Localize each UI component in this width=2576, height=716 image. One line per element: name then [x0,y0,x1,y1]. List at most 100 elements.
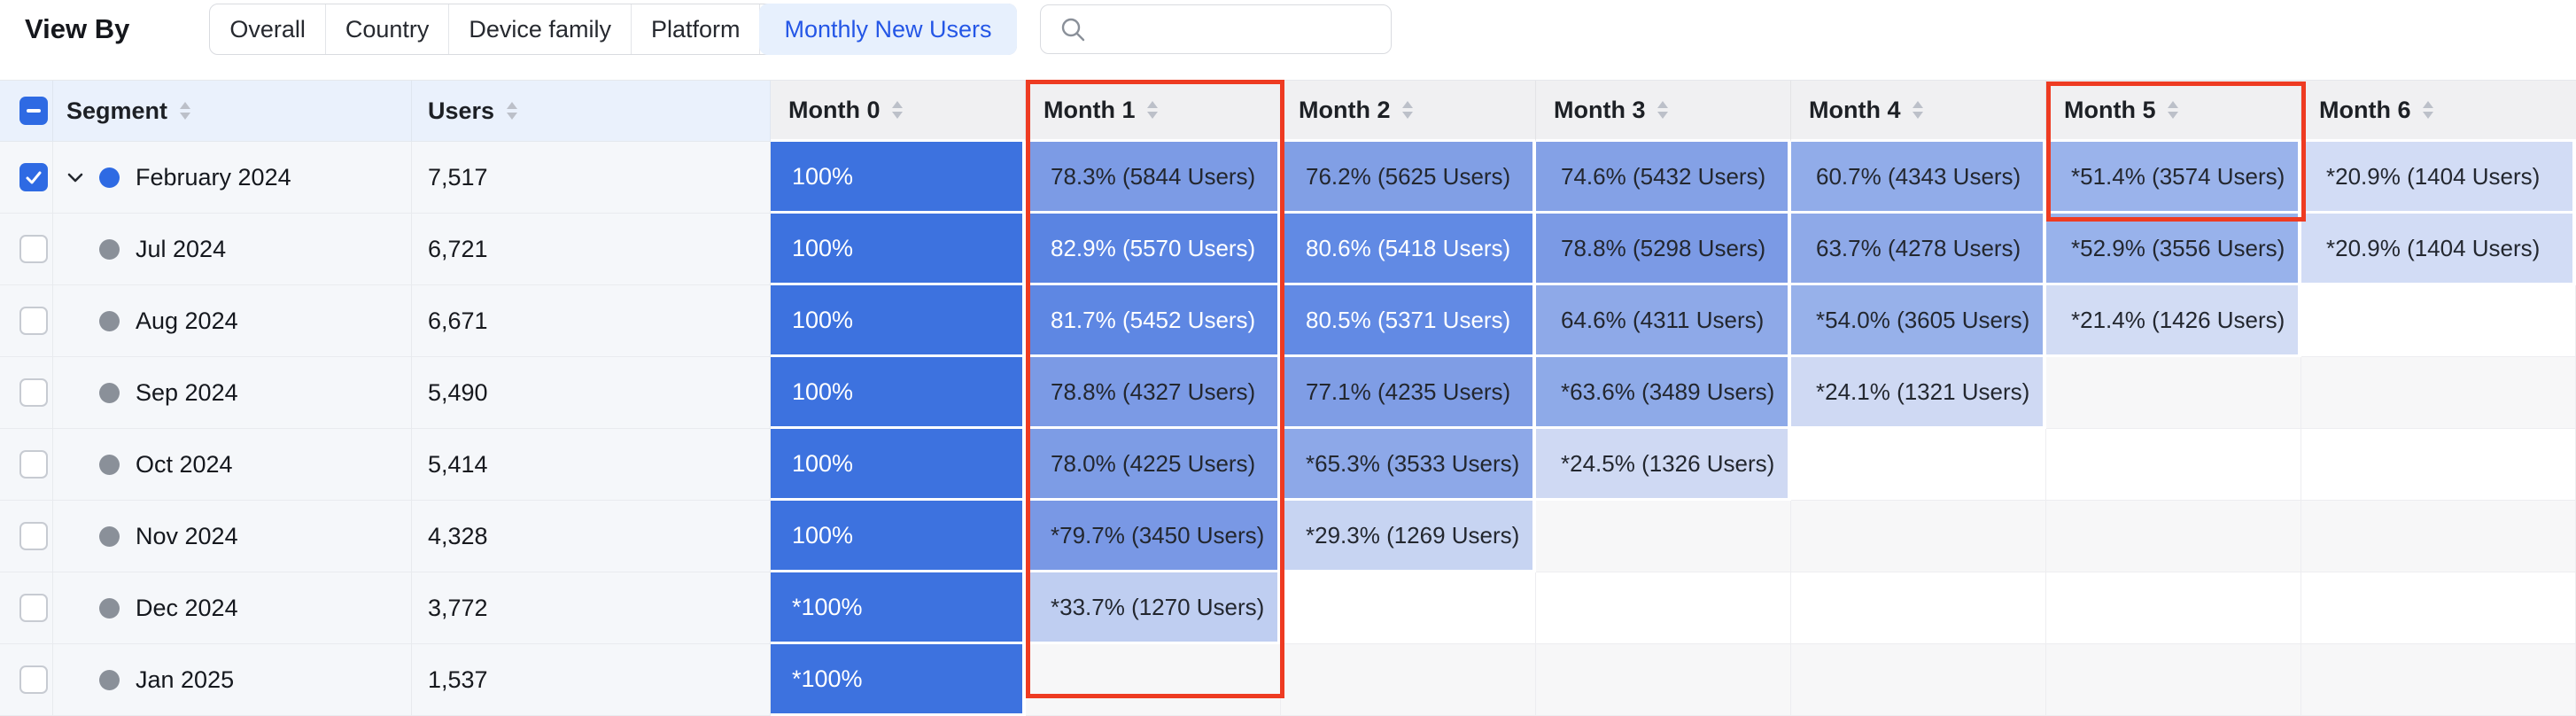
retention-cell[interactable]: 80.6% (5418 Users) [1281,214,1536,285]
search-input[interactable] [1098,6,1391,52]
segment-label: Jul 2024 [136,235,227,262]
retention-cell[interactable]: 78.8% (4327 Users) [1026,357,1281,429]
tab-device-family[interactable]: Device family [449,4,632,54]
retention-cell[interactable]: 77.1% (4235 Users) [1281,357,1536,429]
column-header-month-1[interactable]: Month 1 [1026,81,1281,142]
retention-cell[interactable]: 78.0% (4225 Users) [1026,429,1281,501]
tab-monthly-new-users[interactable]: Monthly New Users [759,4,1017,55]
column-header-month-6[interactable]: Month 6 [2301,81,2576,142]
column-header-segment[interactable]: Segment [53,81,412,142]
tab-overall[interactable]: Overall [210,4,326,54]
month-header-label: Month 2 [1299,96,1391,123]
month-header-label: Month 0 [788,96,881,123]
sort-icon[interactable] [1402,101,1414,119]
empty-cell [1536,644,1791,716]
users-value: 5,414 [412,429,771,501]
row-checkbox[interactable] [19,163,48,191]
retention-cell[interactable]: *24.5% (1326 Users) [1536,429,1791,501]
row-checkbox-cell [0,644,53,716]
column-header-month-3[interactable]: Month 3 [1536,81,1791,142]
retention-cell[interactable]: 100% [771,214,1026,285]
retention-cell[interactable]: *51.4% (3574 Users) [2046,142,2301,214]
row-checkbox[interactable] [19,522,48,550]
tab-platform[interactable]: Platform [632,4,761,54]
sort-icon[interactable] [1913,101,1924,119]
retention-value: 80.5% (5371 Users) [1281,285,1532,354]
row-checkbox[interactable] [19,307,48,335]
retention-value: 100% [771,357,1022,426]
retention-cell [2046,357,2301,429]
retention-value: 80.6% (5418 Users) [1281,214,1532,283]
segment-dot [99,310,120,331]
select-all-checkbox[interactable] [19,97,48,125]
retention-cell[interactable]: 78.3% (5844 Users) [1026,142,1281,214]
retention-cell[interactable]: 100% [771,285,1026,357]
retention-cell [1281,572,1536,644]
row-checkbox[interactable] [19,235,48,263]
column-header-month-4[interactable]: Month 4 [1791,81,2046,142]
column-header-month-2[interactable]: Month 2 [1281,81,1536,142]
segment-dot [99,597,120,619]
retention-value: 60.7% (4343 Users) [1791,142,2043,211]
chevron-down-icon[interactable] [63,165,99,190]
retention-cell[interactable]: 76.2% (5625 Users) [1281,142,1536,214]
empty-cell [2046,572,2301,644]
users-value: 6,671 [412,285,771,357]
retention-cell [1791,644,2046,716]
row-checkbox[interactable] [19,594,48,622]
retention-value: 82.9% (5570 Users) [1026,214,1277,283]
tab-country[interactable]: Country [326,4,450,54]
retention-cell[interactable]: 74.6% (5432 Users) [1536,142,1791,214]
search-box[interactable] [1039,4,1392,54]
retention-value: *63.6% (3489 Users) [1536,357,1788,426]
retention-cell[interactable]: *20.9% (1404 Users) [2301,214,2576,285]
retention-cell[interactable]: 64.6% (4311 Users) [1536,285,1791,357]
retention-cell[interactable]: *20.9% (1404 Users) [2301,142,2576,214]
retention-cell[interactable]: 100% [771,357,1026,429]
retention-cell [1791,429,2046,501]
retention-cell[interactable]: 100% [771,429,1026,501]
retention-cell[interactable]: 80.5% (5371 Users) [1281,285,1536,357]
users-value: 5,490 [412,357,771,429]
column-header-month-5[interactable]: Month 5 [2046,81,2301,142]
users-value: 1,537 [412,644,771,716]
sort-icon[interactable] [180,102,191,120]
retention-cell[interactable]: 100% [771,501,1026,572]
retention-cell[interactable]: 60.7% (4343 Users) [1791,142,2046,214]
view-by-label: View By [25,13,130,44]
retention-cell[interactable]: *79.7% (3450 Users) [1026,501,1281,572]
retention-cell[interactable]: *100% [771,572,1026,644]
column-header-month-0[interactable]: Month 0 [771,81,1026,142]
retention-cell[interactable]: *33.7% (1270 Users) [1026,572,1281,644]
retention-cell[interactable]: *65.3% (3533 Users) [1281,429,1536,501]
retention-cell[interactable]: *63.6% (3489 Users) [1536,357,1791,429]
sort-icon[interactable] [1657,101,1669,119]
retention-cell[interactable]: *52.9% (3556 Users) [2046,214,2301,285]
view-by-tabs: Overall Country Device family Platform Month… [209,4,1017,55]
retention-cell[interactable]: 81.7% (5452 Users) [1026,285,1281,357]
retention-cell[interactable]: 82.9% (5570 Users) [1026,214,1281,285]
row-checkbox[interactable] [19,378,48,407]
retention-cell [2046,501,2301,572]
retention-cell[interactable]: *54.0% (3605 Users) [1791,285,2046,357]
retention-cell[interactable]: 100% [771,142,1026,214]
sort-icon[interactable] [2423,101,2434,119]
sort-icon[interactable] [507,102,518,120]
row-checkbox[interactable] [19,665,48,694]
retention-cell[interactable]: *100% [771,644,1026,716]
retention-cell[interactable]: *21.4% (1426 Users) [2046,285,2301,357]
retention-cell [1536,644,1791,716]
sort-icon[interactable] [2168,101,2179,119]
retention-cell[interactable]: *29.3% (1269 Users) [1281,501,1536,572]
retention-cell[interactable]: 63.7% (4278 Users) [1791,214,2046,285]
column-header-users[interactable]: Users [412,81,771,142]
sort-icon[interactable] [892,101,904,119]
retention-cell[interactable]: *24.1% (1321 Users) [1791,357,2046,429]
row-checkbox[interactable] [19,450,48,479]
month-cells: 100% *79.7% (3450 Users) *29.3% (1269 User… [771,501,2576,572]
sort-icon[interactable] [1147,101,1159,119]
segment-cell: Oct 2024 [53,429,412,501]
empty-cell [2046,429,2301,501]
retention-cell[interactable]: 78.8% (5298 Users) [1536,214,1791,285]
retention-cell [2301,501,2576,572]
